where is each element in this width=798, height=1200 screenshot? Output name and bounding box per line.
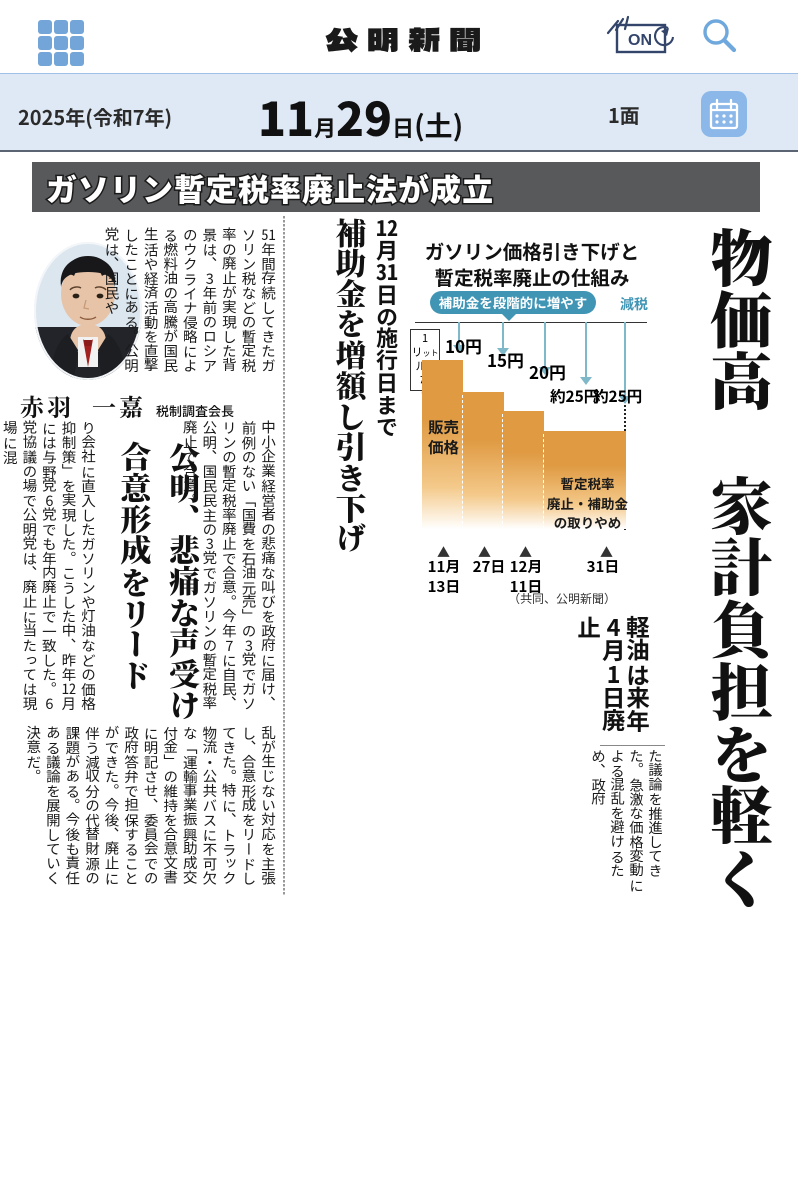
- svg-text:ON: ON: [628, 32, 652, 49]
